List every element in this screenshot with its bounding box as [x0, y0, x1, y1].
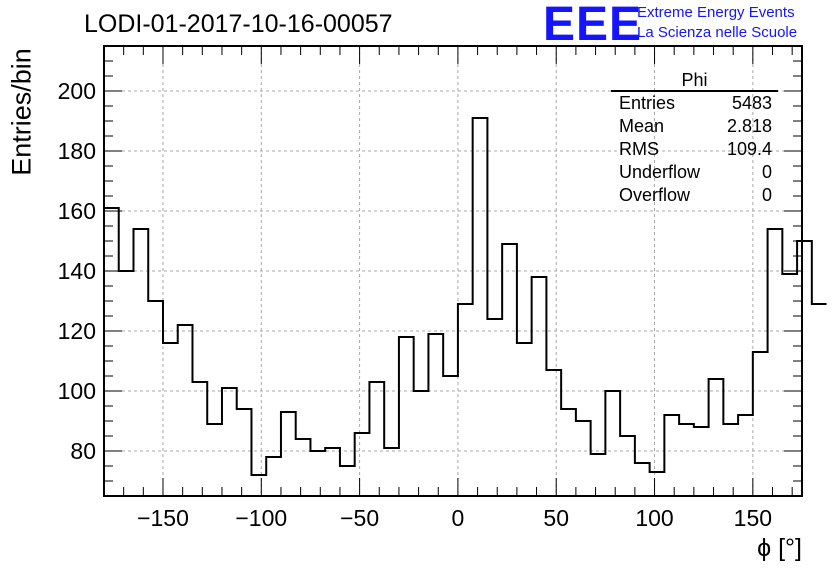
histogram-bin — [266, 457, 281, 496]
stats-value: 0 — [761, 162, 772, 182]
x-tick-label: 150 — [734, 505, 772, 531]
histogram-bin — [620, 436, 635, 496]
histogram-bin — [414, 391, 429, 496]
histogram-bin — [207, 424, 222, 496]
y-tick-label: 100 — [58, 378, 96, 404]
logo-subtitle-line1: Extreme Energy Events — [637, 4, 795, 21]
histogram-bin — [163, 343, 178, 496]
y-tick-label: 120 — [58, 318, 96, 344]
x-axis-label: ϕ [°] — [757, 534, 802, 562]
x-tick-label: 100 — [635, 505, 673, 531]
histogram-bin — [443, 376, 458, 496]
y-tick-label: 80 — [70, 438, 96, 464]
histogram-bin — [532, 277, 547, 496]
histogram-bin — [797, 241, 812, 496]
stats-label: Entries — [619, 93, 676, 113]
x-tick-label: 50 — [543, 505, 569, 531]
histogram-bin — [399, 337, 414, 496]
histogram-bin — [782, 274, 797, 496]
y-axis-label: Entries/bin — [6, 48, 37, 176]
histogram-bin — [237, 409, 252, 496]
histogram-bin — [768, 229, 783, 496]
y-tick-label: 160 — [58, 198, 96, 224]
stats-value: 2.818 — [726, 116, 772, 136]
stats-value: 5483 — [731, 93, 772, 113]
x-tick-label: 0 — [452, 505, 465, 531]
histogram-bin — [561, 409, 576, 496]
histogram-bin — [694, 427, 709, 496]
x-tick-label: −50 — [340, 505, 379, 531]
histogram-bin — [251, 475, 266, 496]
histogram-bin — [576, 421, 591, 496]
plot-title: LODI-01-2017-10-16-00057 — [84, 10, 393, 38]
stats-label: Mean — [619, 116, 665, 136]
histogram-bin — [650, 472, 665, 496]
histogram-bin — [664, 415, 679, 496]
histogram-bin — [133, 229, 148, 496]
x-tick-label: −150 — [137, 505, 189, 531]
histogram-bin — [546, 370, 561, 496]
stats-label: Underflow — [619, 162, 701, 182]
histogram-bin — [812, 304, 827, 496]
histogram-bin — [517, 343, 532, 496]
histogram-bin — [458, 304, 473, 496]
histogram-bin — [709, 379, 724, 496]
stats-row-entries: Entries 5483 — [611, 92, 778, 115]
histogram-bin — [222, 388, 237, 496]
histogram-bin — [605, 391, 620, 496]
histogram-bin — [428, 334, 443, 496]
histogram-bin — [325, 448, 340, 496]
histogram-bin — [119, 271, 134, 496]
stats-value: 109.4 — [726, 139, 772, 159]
stats-row-underflow: Underflow 0 — [611, 161, 778, 184]
stats-row-mean: Mean 2.818 — [611, 115, 778, 138]
y-tick-label: 200 — [58, 78, 96, 104]
stats-row-overflow: Overflow 0 — [611, 184, 778, 207]
histogram-bin — [753, 352, 768, 496]
stats-label: Overflow — [619, 185, 691, 205]
histogram-bin — [591, 454, 606, 496]
histogram-bin — [355, 433, 370, 496]
y-tick-label: 140 — [58, 258, 96, 284]
histogram-bin — [679, 424, 694, 496]
histogram-bin — [281, 412, 296, 496]
histogram-bin — [104, 208, 119, 496]
histogram-bin — [296, 439, 311, 496]
histogram-bin — [148, 301, 163, 496]
stats-row-rms: RMS 109.4 — [611, 138, 778, 161]
histogram-bin — [487, 319, 502, 496]
stats-box: Phi Entries 5483 Mean 2.818 RMS 109.4 Un… — [611, 70, 778, 207]
stats-label: RMS — [619, 139, 659, 159]
x-tick-label: −100 — [235, 505, 287, 531]
histogram-line — [104, 117, 827, 476]
histogram-bin — [340, 466, 355, 496]
histogram-bin — [473, 118, 488, 496]
histogram-bin — [384, 448, 399, 496]
y-tick-label: 180 — [58, 138, 96, 164]
logo-subtitle-line2: La Scienza nelle Scuole — [637, 24, 798, 41]
histogram-bin — [369, 382, 384, 496]
histogram-bin — [723, 424, 738, 496]
histogram-bin — [192, 382, 207, 496]
histogram-bin — [635, 463, 650, 496]
stats-title: Phi — [611, 70, 778, 92]
histogram-bin — [178, 325, 193, 496]
histogram-bin — [502, 244, 517, 496]
stats-value: 0 — [761, 185, 772, 205]
eee-logo: EEE — [543, 0, 643, 51]
histogram-bin — [310, 451, 325, 496]
histogram-bin — [738, 415, 753, 496]
